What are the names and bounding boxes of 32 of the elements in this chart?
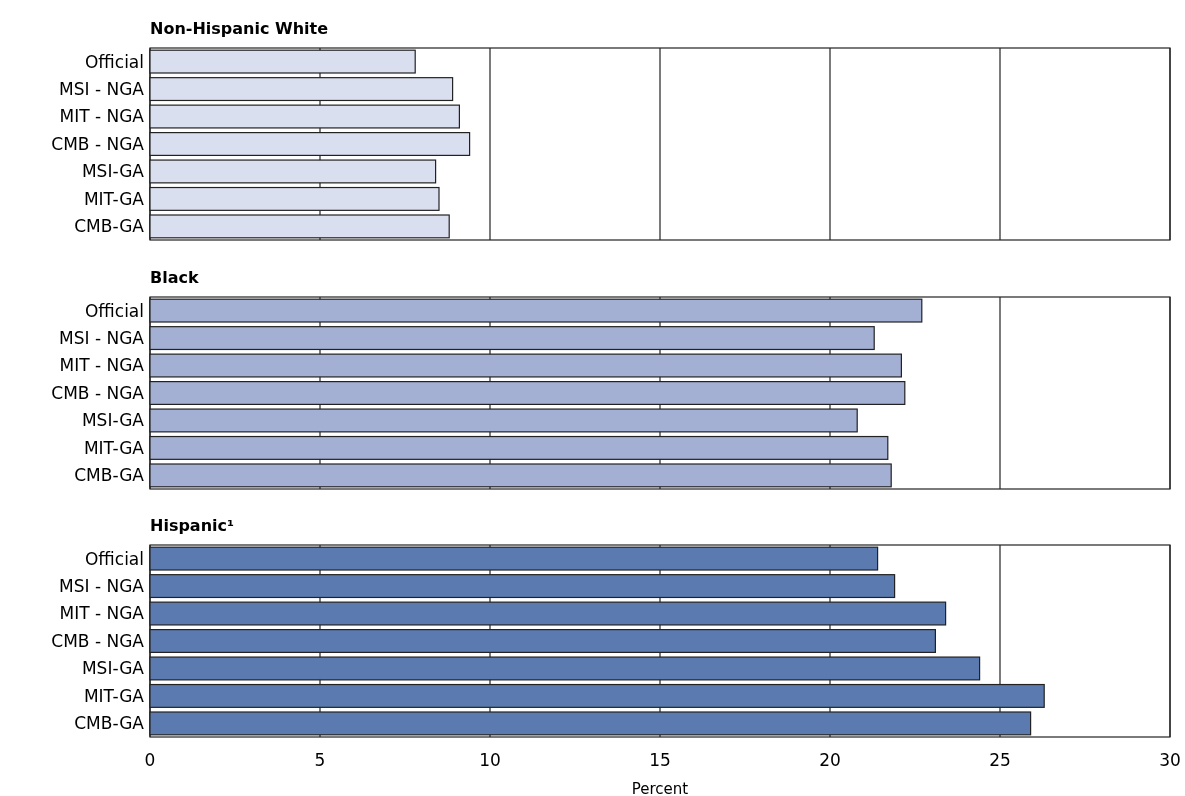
- y-tick-label: MSI - NGA: [59, 328, 145, 349]
- y-tick-label: MSI - NGA: [59, 79, 145, 100]
- y-tick-label: CMB - NGA: [51, 382, 145, 403]
- y-tick-label: MSI-GA: [81, 161, 145, 182]
- chart-title: Non-Hispanic White: [150, 19, 329, 38]
- y-tick-label: CMB - NGA: [51, 133, 145, 154]
- y-tick-label: CMB-GA: [74, 465, 145, 486]
- y-tick-label: Official: [84, 548, 144, 569]
- y-tick-label: MSI - NGA: [59, 576, 145, 597]
- x-tick-label: 5: [314, 750, 326, 770]
- chart-title: Black: [150, 268, 199, 287]
- y-tick-label: MIT - NGA: [59, 355, 145, 376]
- x-tick-label: 15: [649, 750, 671, 770]
- y-tick-label: MSI-GA: [81, 658, 145, 679]
- y-tick-label: MIT-GA: [83, 437, 145, 458]
- y-tick-label: MIT - NGA: [59, 106, 145, 127]
- x-tick-label: 20: [819, 750, 841, 770]
- x-axis-title: Percent: [631, 780, 689, 796]
- y-tick-label: CMB-GA: [74, 713, 145, 734]
- x-tick-label: 10: [479, 750, 501, 770]
- x-tick-label: 25: [989, 750, 1011, 770]
- x-tick-label: 30: [1159, 750, 1181, 770]
- x-tick-label: 0: [144, 750, 156, 770]
- y-tick-label: Official: [84, 300, 144, 321]
- y-tick-label: CMB-GA: [74, 216, 145, 237]
- y-tick-label: MIT-GA: [83, 188, 145, 209]
- y-tick-label: CMB - NGA: [51, 630, 145, 651]
- y-tick-label: MIT-GA: [83, 685, 145, 706]
- chart-title: Hispanic¹: [150, 516, 235, 535]
- y-tick-label: MIT - NGA: [59, 603, 145, 624]
- y-tick-label: MSI-GA: [81, 410, 145, 431]
- y-tick-label: Official: [84, 51, 144, 72]
